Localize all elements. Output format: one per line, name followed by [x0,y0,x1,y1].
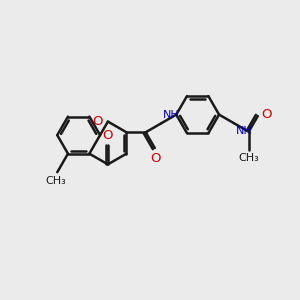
Text: O: O [150,152,160,165]
Text: O: O [92,115,103,128]
Text: NH: NH [163,110,180,120]
Text: O: O [103,128,113,142]
Text: CH₃: CH₃ [238,154,259,164]
Text: O: O [261,108,271,121]
Text: CH₃: CH₃ [45,176,66,186]
Text: NH: NH [236,126,252,136]
